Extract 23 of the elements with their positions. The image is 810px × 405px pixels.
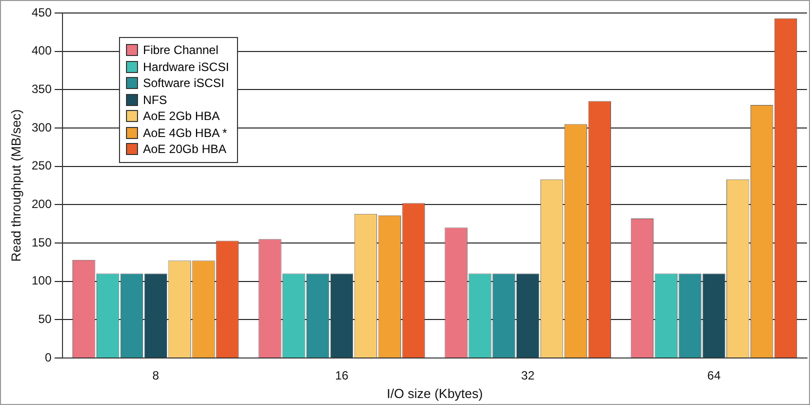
x-tick-label: 32: [521, 368, 535, 383]
legend-label: Fibre Channel: [143, 43, 218, 58]
y-tick-label: 350: [32, 82, 52, 96]
legend-label: AoE 20Gb HBA: [143, 142, 226, 156]
y-tick-label: 200: [32, 196, 52, 211]
x-axis-title: I/O size (Kbytes): [386, 386, 483, 401]
y-tick-label: 50: [38, 312, 52, 326]
legend-label: Software iSCSI: [143, 76, 224, 90]
legend-label: AoE 2Gb HBA: [143, 109, 220, 124]
legend-label: Hardware iSCSI: [143, 60, 230, 74]
y-tick-label: 400: [32, 44, 52, 58]
x-tick-label: 16: [335, 368, 349, 383]
y-tick-label: 100: [32, 274, 52, 288]
x-tick-label: 64: [707, 368, 721, 383]
legend-label: NFS: [143, 92, 167, 107]
y-tick-label: 300: [32, 120, 52, 134]
x-tick-label: 8: [152, 368, 160, 383]
y-tick-label: 250: [32, 158, 52, 173]
y-tick-label: 0: [44, 350, 52, 364]
y-tick-label: 150: [32, 235, 52, 250]
y-tick-label: 450: [32, 5, 52, 20]
legend-label: AoE 4Gb HBA *: [143, 126, 228, 140]
y-axis-title: Read throughput (MB/sec): [8, 109, 24, 262]
